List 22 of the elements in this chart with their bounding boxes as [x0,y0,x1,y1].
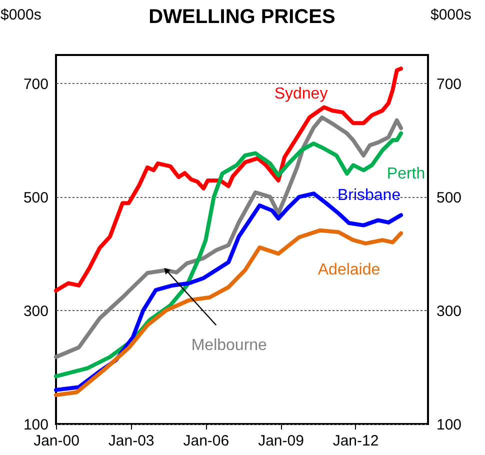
y2-axis-title: $000s [430,6,472,24]
series-label: Brisbane [337,187,401,204]
x-tick-label: Jan-00 [34,432,80,450]
x-tick-label: Jan-06 [183,432,230,450]
chart-title: DWELLING PRICES [148,6,336,28]
x-tick-label: Jan-12 [332,432,379,450]
x-tick-label: Jan-09 [258,432,304,450]
text: Melbourne [191,337,268,354]
series-label: Adelaide [318,261,380,278]
y-tick-label: 700 [23,76,48,93]
y2-tick-label: 700 [436,76,462,93]
y2-tick-label: 100 [436,416,462,434]
y-tick-label: 100 [23,416,48,434]
y-axis-title: $000s [0,6,42,24]
series-label: Perth [386,165,426,182]
x-tick-label: Jan-03 [108,432,154,450]
y-tick-label: 300 [23,302,48,320]
y2-tick-label: 300 [436,302,462,320]
series-label: Sydney [274,86,328,103]
line-series [54,228,404,398]
y2-tick-label: 500 [436,189,462,206]
y-tick-label: 500 [23,189,48,206]
